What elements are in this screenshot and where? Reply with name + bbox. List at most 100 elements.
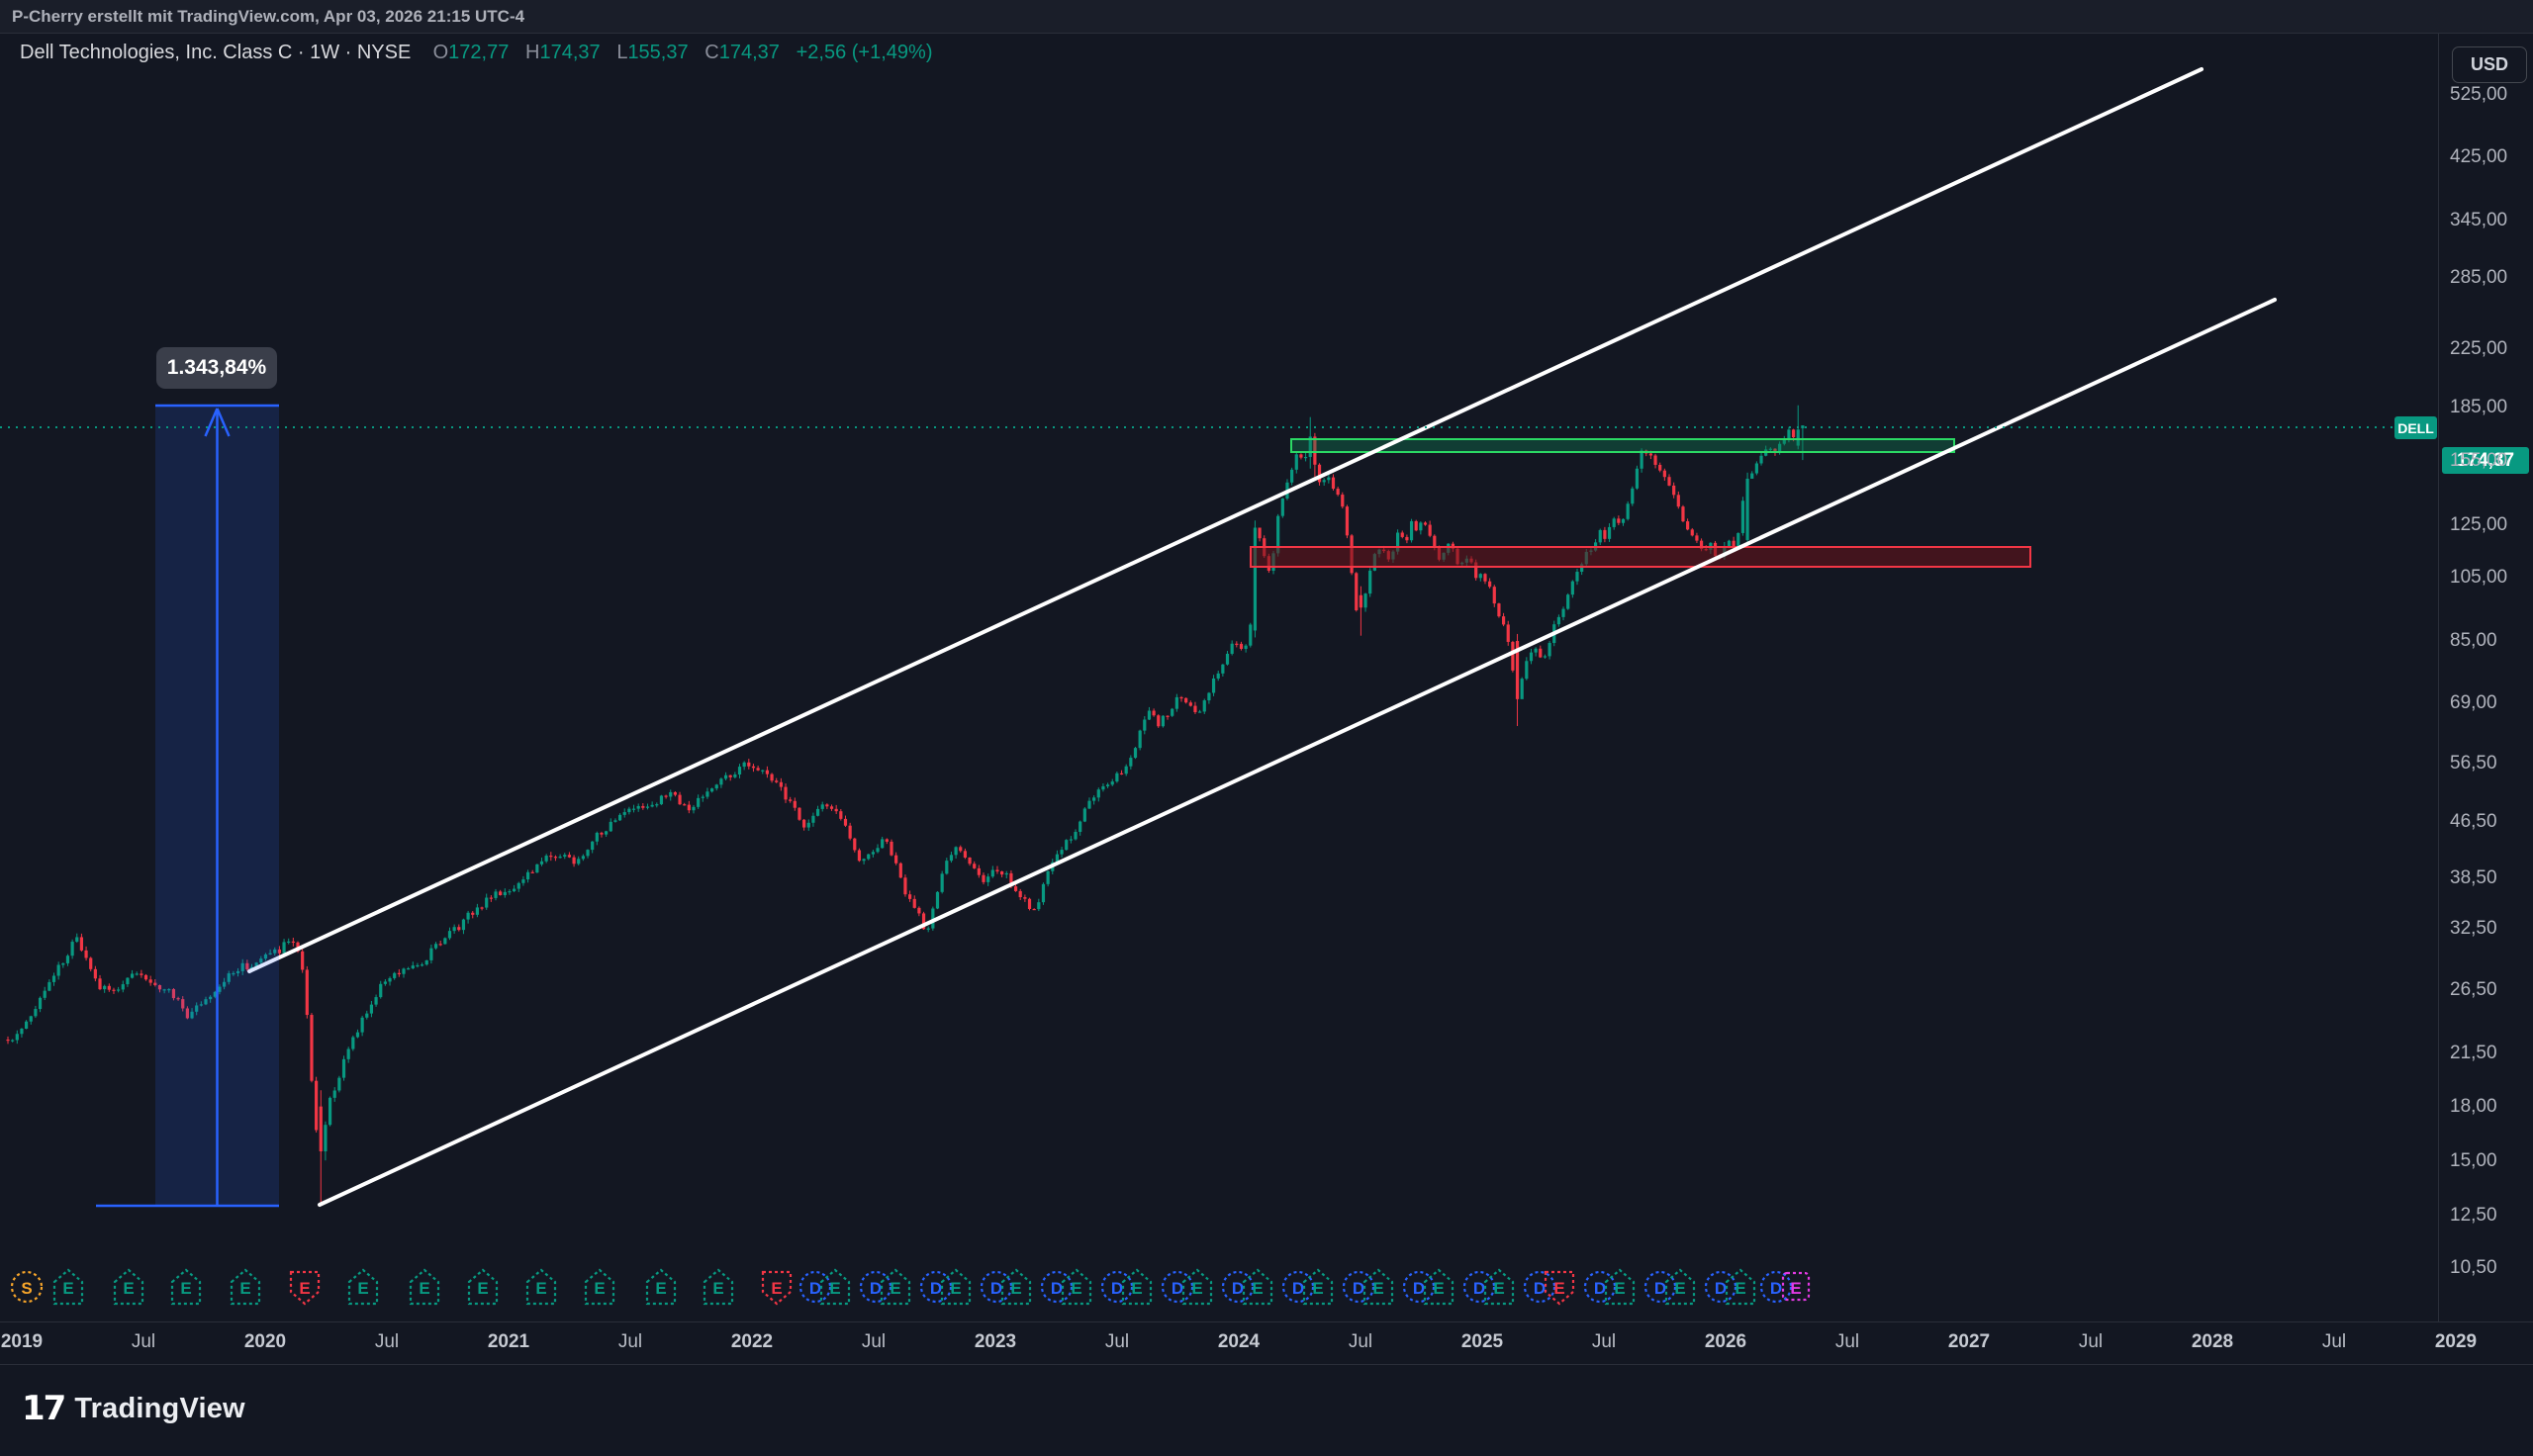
change-value: +2,56 (+1,49%) xyxy=(796,42,933,63)
svg-text:E: E xyxy=(1312,1279,1323,1298)
earnings-badge-icon[interactable] xyxy=(467,1268,499,1306)
low-label: L xyxy=(616,42,628,63)
earnings-badge-icon[interactable] xyxy=(113,1268,144,1306)
earnings-upcoming-badge-icon[interactable] xyxy=(1781,1271,1811,1302)
svg-text:E: E xyxy=(1071,1279,1081,1298)
time-axis-label: Jul xyxy=(617,1331,643,1352)
svg-text:S: S xyxy=(21,1279,32,1298)
price-axis-label: 225,00 xyxy=(2450,338,2508,359)
dividend-badge-icon[interactable] xyxy=(1704,1270,1737,1304)
dividend-badge-icon[interactable] xyxy=(1462,1270,1496,1304)
svg-text:D: D xyxy=(809,1279,821,1298)
svg-text:D: D xyxy=(1594,1279,1606,1298)
time-axis-label: 2021 xyxy=(487,1331,530,1352)
tradingview-logo[interactable]: 17 TradingView xyxy=(22,1389,245,1428)
earnings-badge-icon[interactable] xyxy=(1302,1268,1334,1306)
earnings-badge-icon[interactable] xyxy=(703,1268,734,1306)
price-axis-label: 285,00 xyxy=(2450,267,2508,288)
close-value: 174,37 xyxy=(718,42,780,63)
trendlines-layer xyxy=(247,67,2277,1207)
currency-unit-button[interactable]: USD xyxy=(2452,46,2527,83)
dividend-badge-icon[interactable] xyxy=(1583,1270,1617,1304)
symbol-legend[interactable]: Dell Technologies, Inc. Class C · 1W · N… xyxy=(20,42,932,64)
split-badge-icon[interactable] xyxy=(10,1270,44,1304)
svg-text:E: E xyxy=(1674,1279,1685,1298)
time-axis-label: Jul xyxy=(1348,1331,1373,1352)
time-axis-label: 2027 xyxy=(1947,1331,1991,1352)
price-axis-label: 345,00 xyxy=(2450,210,2508,230)
earnings-badge-icon[interactable] xyxy=(880,1268,911,1306)
time-axis-label: Jul xyxy=(131,1331,156,1352)
earnings-badge-icon[interactable] xyxy=(1362,1268,1394,1306)
earnings-badge-icon[interactable] xyxy=(52,1268,84,1306)
channel-trendline[interactable] xyxy=(247,67,2204,973)
earnings-badge-icon[interactable] xyxy=(409,1268,440,1306)
earnings-badge-icon[interactable] xyxy=(940,1268,972,1306)
svg-text:E: E xyxy=(1553,1279,1564,1298)
price-axis-label: 15,00 xyxy=(2450,1150,2497,1171)
dividend-badge-icon[interactable] xyxy=(1281,1270,1315,1304)
price-axis-label: 56,50 xyxy=(2450,753,2497,774)
time-axis-label: 2028 xyxy=(2191,1331,2234,1352)
svg-text:E: E xyxy=(890,1279,900,1298)
earnings-badge-icon[interactable] xyxy=(1000,1268,1032,1306)
earnings-badge-icon[interactable] xyxy=(1061,1268,1092,1306)
earnings-badge-icon[interactable] xyxy=(819,1268,851,1306)
svg-text:D: D xyxy=(1473,1279,1485,1298)
earnings-badge-icon[interactable] xyxy=(1181,1268,1213,1306)
price-axis-label: 38,50 xyxy=(2450,867,2497,888)
earnings-badge-icon[interactable] xyxy=(1725,1268,1756,1306)
earnings-badge-icon[interactable] xyxy=(1664,1268,1696,1306)
svg-text:D: D xyxy=(1232,1279,1244,1298)
time-axis[interactable]: 2019 Jul 2020 Jul 2021 Jul 2022 Jul 2023 Jul 2024 J… xyxy=(0,1321,2533,1365)
dividend-badge-icon[interactable] xyxy=(1759,1270,1793,1304)
dividend-badge-icon[interactable] xyxy=(859,1270,892,1304)
earnings-badge-icon[interactable] xyxy=(525,1268,557,1306)
earnings-badge-icon[interactable] xyxy=(1604,1268,1636,1306)
dividend-badge-icon[interactable] xyxy=(1643,1270,1677,1304)
symbol-price-tag: DELL xyxy=(2394,416,2437,439)
measure-percent-tooltip[interactable]: 1.343,84% xyxy=(156,347,277,389)
earnings-badge-icon[interactable] xyxy=(1242,1268,1273,1306)
earnings-badge-icon[interactable] xyxy=(645,1268,677,1306)
earnings-badge-icon[interactable] xyxy=(584,1268,615,1306)
low-value: 155,37 xyxy=(627,42,689,63)
dividend-badge-icon[interactable] xyxy=(1100,1270,1134,1304)
svg-text:E: E xyxy=(477,1279,488,1298)
time-axis-label: 2020 xyxy=(243,1331,287,1352)
dividend-badge-icon[interactable] xyxy=(798,1270,832,1304)
price-axis-label: 21,50 xyxy=(2450,1043,2497,1063)
price-axis-label: 525,00 xyxy=(2450,84,2508,105)
time-axis-label: 2025 xyxy=(1460,1331,1504,1352)
price-axis-label: 85,00 xyxy=(2450,630,2497,651)
price-axis[interactable]: 174,37 525,00 425,00 345,00 285,00 225,00 185… xyxy=(2438,33,2533,1321)
price-axis-label: 46,50 xyxy=(2450,811,2497,832)
earnings-badge-icon[interactable] xyxy=(347,1268,379,1306)
dividend-badge-icon[interactable] xyxy=(1221,1270,1255,1304)
svg-text:E: E xyxy=(655,1279,666,1298)
earnings-badge-icon[interactable] xyxy=(170,1268,202,1306)
earnings-badge-icon[interactable] xyxy=(230,1268,261,1306)
earnings-badge-icon[interactable] xyxy=(1423,1268,1454,1306)
dividend-badge-icon[interactable] xyxy=(919,1270,953,1304)
price-axis-label: 69,00 xyxy=(2450,692,2497,713)
dividend-badge-icon[interactable] xyxy=(1342,1270,1375,1304)
svg-text:E: E xyxy=(1252,1279,1263,1298)
svg-text:E: E xyxy=(1790,1279,1801,1298)
price-axis-label: 425,00 xyxy=(2450,146,2508,167)
dividend-badge-icon[interactable] xyxy=(1523,1270,1556,1304)
dividend-badge-icon[interactable] xyxy=(1161,1270,1194,1304)
earnings-badge-icon[interactable] xyxy=(1483,1268,1515,1306)
support-zone-box[interactable] xyxy=(1250,546,2031,568)
channel-trendline[interactable] xyxy=(318,298,2277,1207)
svg-text:E: E xyxy=(1131,1279,1142,1298)
dividend-badge-icon[interactable] xyxy=(980,1270,1013,1304)
dividend-badge-icon[interactable] xyxy=(1402,1270,1436,1304)
svg-text:E: E xyxy=(950,1279,961,1298)
price-axis-label: 185,00 xyxy=(2450,397,2508,417)
earnings-badge-icon[interactable] xyxy=(1121,1268,1153,1306)
dividend-badge-icon[interactable] xyxy=(1040,1270,1074,1304)
resistance-zone-box[interactable] xyxy=(1290,438,1955,453)
